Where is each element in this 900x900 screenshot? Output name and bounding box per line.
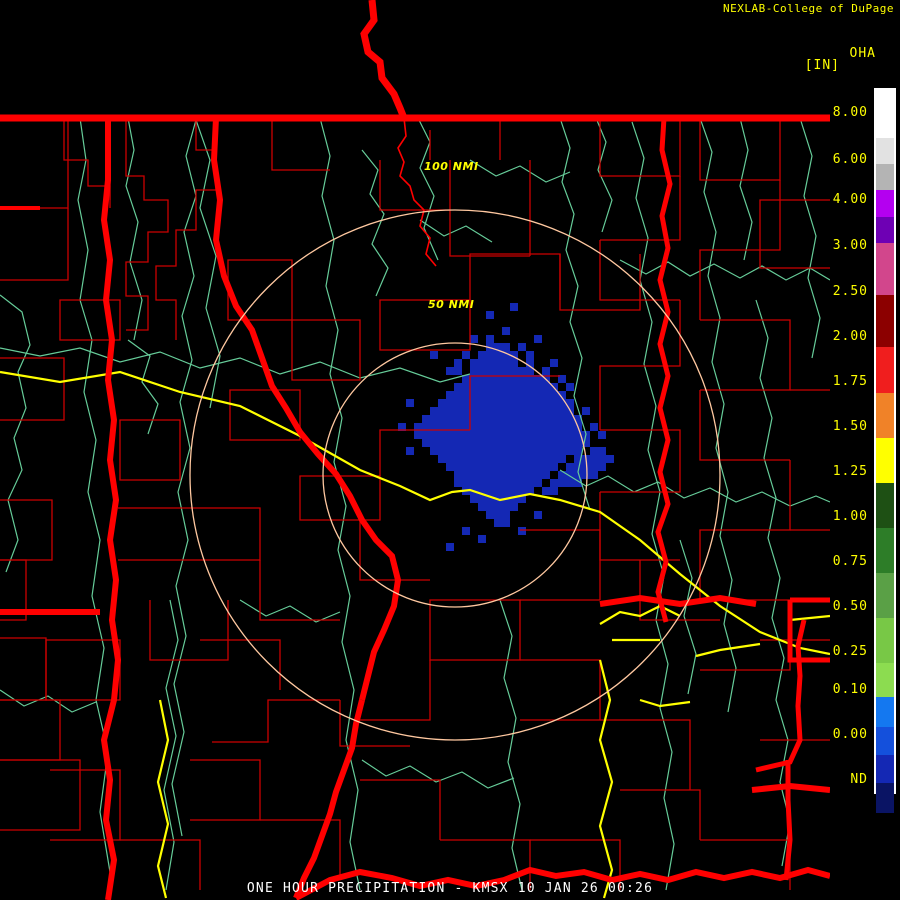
product-caption: ONE HOUR PRECIPITATION - KMSX 10 JAN 26 … <box>246 881 654 896</box>
colorbar-site-label: OHA <box>849 46 876 61</box>
colorbar-segment-14 <box>876 663 894 697</box>
political-boundary-layer <box>0 0 830 900</box>
colorbar-tick-ND: ND <box>850 772 868 787</box>
range-ring-label-100nmi: 100 NMI <box>424 160 479 173</box>
river-layer <box>0 117 830 891</box>
colorbar-tick-0-25: 0.25 <box>832 644 868 659</box>
range-ring-label-50nmi: 50 NMI <box>428 298 475 311</box>
colorbar-segment-2 <box>876 164 894 190</box>
range-ring-layer <box>189 209 721 741</box>
colorbar-tick-4-00: 4.00 <box>832 192 868 207</box>
colorbar-tick-2-50: 2.50 <box>832 284 868 299</box>
colorbar-segment-1 <box>876 138 894 164</box>
range-ring-100nmi <box>189 209 721 741</box>
colorbar-tick-0-50: 0.50 <box>832 599 868 614</box>
colorbar-tick-8-00: 8.00 <box>832 105 868 120</box>
county-boundary-layer <box>0 118 830 890</box>
colorbar-segment-3 <box>876 190 894 217</box>
colorbar-tick-1-25: 1.25 <box>832 464 868 479</box>
colorbar-tick-0-75: 0.75 <box>832 554 868 569</box>
colorbar-segment-8 <box>876 393 894 438</box>
colorbar-segment-13 <box>876 618 894 663</box>
colorbar-segment-16 <box>876 727 894 755</box>
map-vector-layer <box>0 0 830 900</box>
colorbar-segment-17 <box>876 755 894 783</box>
colorbar-segment-4 <box>876 217 894 243</box>
colorbar-segments <box>876 90 894 892</box>
colorbar-segment-5 <box>876 243 894 295</box>
colorbar-tick-3-00: 3.00 <box>832 238 868 253</box>
highway-layer <box>0 370 830 899</box>
colorbar-segment-6 <box>876 295 894 347</box>
colorbar-segment-7 <box>876 347 894 393</box>
colorbar-tick-1-75: 1.75 <box>832 374 868 389</box>
colorbar-tick-6-00: 6.00 <box>832 152 868 167</box>
colorbar-tick-1-50: 1.50 <box>832 419 868 434</box>
colorbar-segment-12 <box>876 573 894 618</box>
colorbar-segment-11 <box>876 528 894 573</box>
colorbar-segment-10 <box>876 483 894 528</box>
colorbar-segment-0 <box>876 90 894 138</box>
provider-credit: NEXLAB-College of DuPage <box>723 2 894 15</box>
colorbar-units-label: [IN] <box>804 58 840 73</box>
range-ring-50nmi <box>322 342 588 608</box>
colorbar-tick-0-10: 0.10 <box>832 682 868 697</box>
colorbar-segment-19 <box>876 813 894 892</box>
radar-map[interactable]: 100 NMI 50 NMI <box>0 0 830 900</box>
colorbar-segment-15 <box>876 697 894 727</box>
colorbar-tick-2-00: 2.00 <box>832 329 868 344</box>
colorbar-tick-0-00: 0.00 <box>832 727 868 742</box>
colorbar-tick-1-00: 1.00 <box>832 509 868 524</box>
colorbar[interactable] <box>874 88 896 892</box>
colorbar-segment-9 <box>876 438 894 483</box>
colorbar-segment-18 <box>876 783 894 813</box>
